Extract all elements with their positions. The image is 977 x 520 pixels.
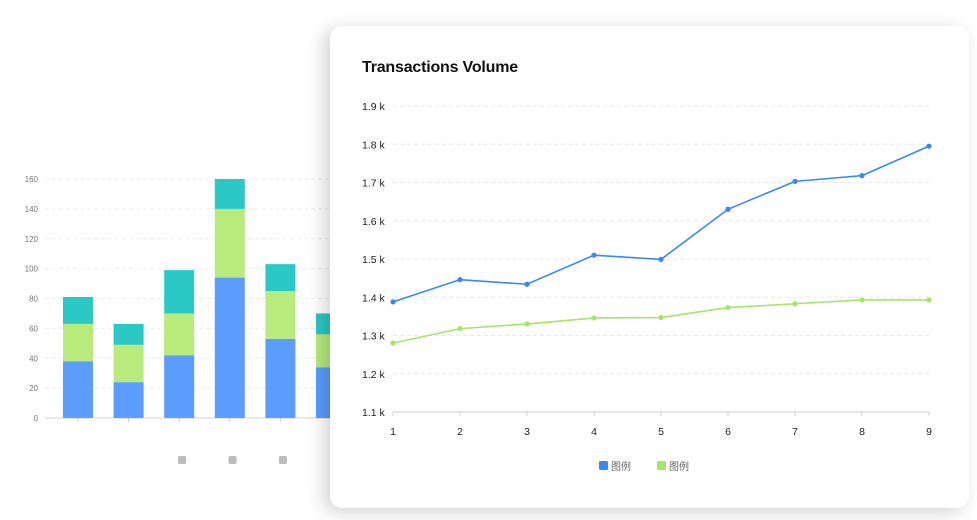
bar-segment xyxy=(113,344,144,383)
y-tick-label: 1.9 k xyxy=(362,101,386,113)
data-point xyxy=(390,299,396,305)
data-point xyxy=(859,297,865,303)
data-point xyxy=(725,304,731,311)
x-tick-label: 3 xyxy=(524,426,530,438)
y-tick-label: 120 xyxy=(25,235,39,244)
transactions-line-chart: 1.1 k 1.2 k 1.3 k 1.4 k 1.5 k 1.6 k 1.7 k 1.8 k… xyxy=(362,101,932,473)
y-tick-label: 1.5 k xyxy=(362,254,386,266)
y-tick-label: 80 xyxy=(29,295,38,304)
legend-marker xyxy=(599,461,608,470)
legend-marker xyxy=(279,456,287,464)
y-tick-label: 60 xyxy=(29,324,38,333)
y-tick-label: 1.2 k xyxy=(362,369,386,381)
data-point xyxy=(591,315,597,321)
bar-segment xyxy=(214,179,245,209)
data-point xyxy=(658,256,664,262)
x-tick-label: 4 xyxy=(591,426,597,438)
y-tick-label: 1.3 k xyxy=(362,331,386,343)
y-tick-label: 1.4 k xyxy=(362,292,386,304)
bar-segment xyxy=(164,270,195,314)
data-point xyxy=(524,321,530,327)
data-point xyxy=(725,206,731,212)
x-tick-label: 7 xyxy=(792,426,798,438)
y-tick-label: 1.7 k xyxy=(362,178,386,190)
bar-segment xyxy=(265,291,296,339)
y-tick-label: 100 xyxy=(25,265,39,274)
data-point xyxy=(457,326,463,332)
chart-title: Transactions Volume xyxy=(362,59,518,76)
y-tick-label: 20 xyxy=(29,384,38,393)
y-tick-label: 1.8 k xyxy=(362,139,386,151)
data-point xyxy=(926,143,932,149)
x-tick-label: 2 xyxy=(457,426,463,438)
x-tick-label: 9 xyxy=(926,426,932,438)
legend-marker xyxy=(657,461,666,470)
y-tick-label: 160 xyxy=(25,175,39,184)
bar-segment xyxy=(214,277,245,418)
bar-segment xyxy=(63,361,93,418)
bar-segment xyxy=(265,264,296,292)
series-line xyxy=(392,145,930,303)
y-tick-label: 1.6 k xyxy=(362,216,386,228)
bar-segment xyxy=(265,338,296,418)
legend-marker xyxy=(178,456,186,464)
y-tick-label: 0 xyxy=(34,414,39,423)
x-tick-label: 8 xyxy=(859,426,865,438)
legend-label: 图例 xyxy=(669,460,689,473)
bar-segment xyxy=(113,323,144,345)
legend-label: 图例 xyxy=(611,460,631,473)
data-point xyxy=(390,340,396,346)
data-point xyxy=(792,178,798,184)
data-point xyxy=(658,314,664,321)
data-point xyxy=(524,281,530,287)
bar-segment xyxy=(214,208,245,278)
x-tick-label: 6 xyxy=(725,426,731,438)
bar-segment xyxy=(164,355,195,418)
data-point xyxy=(859,173,865,179)
x-tick-label: 1 xyxy=(390,426,396,438)
data-point xyxy=(591,252,597,258)
bar-segment xyxy=(113,382,144,418)
legend-marker xyxy=(228,456,237,464)
data-point xyxy=(792,301,798,307)
data-point xyxy=(926,297,932,303)
transactions-volume-card: Transactions Volume 1.1 k 1.2 k 1.3 k 1.4 k… xyxy=(330,26,969,508)
bar-segment xyxy=(63,297,93,324)
x-tick-label: 5 xyxy=(658,426,664,438)
y-tick-label: 40 xyxy=(29,354,38,363)
data-point xyxy=(457,277,463,283)
y-tick-label: 1.1 k xyxy=(362,407,386,419)
bar-segment xyxy=(164,313,195,356)
bar-segment xyxy=(63,323,93,362)
series-line xyxy=(392,299,929,344)
y-tick-label: 140 xyxy=(25,205,39,214)
